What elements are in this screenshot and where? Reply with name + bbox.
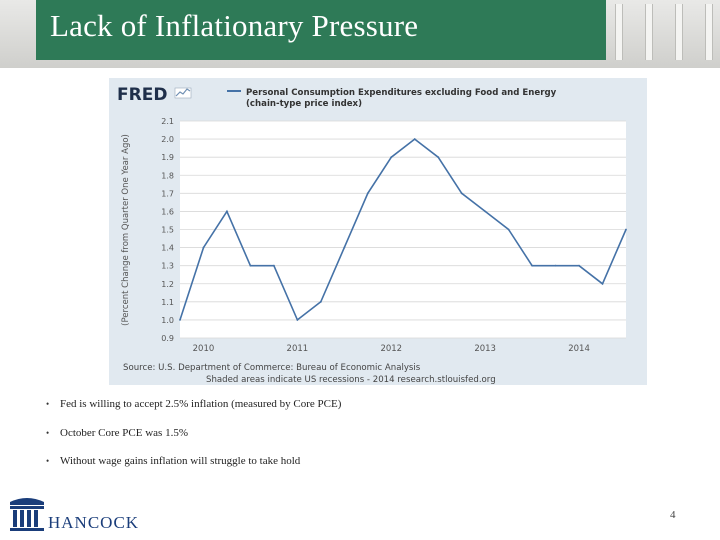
data-point (296, 319, 299, 321)
column-decoration (615, 4, 623, 60)
bullet-item: • Without wage gains inflation will strug… (46, 455, 300, 467)
column-decoration (645, 4, 653, 60)
x-tick-label: 2011 (287, 344, 309, 354)
y-tick-label: 2.0 (161, 135, 174, 144)
bullet-text: October Core PCE was 1.5% (60, 427, 189, 439)
slide-title: Lack of Inflationary Pressure (50, 8, 419, 43)
column-decoration (705, 4, 713, 60)
data-point (272, 264, 275, 267)
bullet-icon: • (46, 399, 50, 409)
data-point (601, 282, 604, 285)
y-tick-label: 1.2 (161, 280, 174, 289)
data-point (484, 210, 487, 213)
x-tick-label: 2010 (193, 344, 215, 354)
data-point (202, 246, 205, 249)
y-tick-label: 1.8 (161, 171, 174, 180)
x-tick-labels: 2010 2011 2012 2013 2014 (193, 344, 590, 354)
y-axis-label: (Percent Change from Quarter One Year Ag… (121, 134, 131, 326)
y-tick-label: 1.9 (161, 153, 174, 162)
data-point (226, 210, 228, 213)
y-tick-label: 1.4 (161, 244, 174, 253)
brand-name: HANCOCK (48, 513, 140, 532)
series-line-core-pce (179, 138, 627, 322)
y-tick-label: 1.7 (161, 189, 174, 198)
bullet-item: • Fed is willing to accept 2.5% inflation… (46, 398, 341, 410)
bullet-icon: • (46, 428, 50, 438)
y-tick-label: 1.1 (161, 298, 174, 307)
y-tick-label: 2.1 (161, 117, 174, 126)
data-point (625, 228, 627, 231)
chart-title-line2: (chain-type price index) (246, 99, 362, 109)
fred-logo-graph-icon (174, 87, 192, 99)
data-point (578, 264, 580, 267)
fred-logo: FRED (117, 85, 167, 105)
data-point (249, 264, 252, 267)
y-tick-labels: 0.9 1.0 1.1 1.2 1.3 1.4 1.5 1.6 1.7 1.8 1.9 2.0 2.1 (161, 117, 174, 343)
y-tick-label: 1.6 (161, 207, 174, 216)
title-bar: Lack of Inflationary Pressure (36, 0, 606, 60)
data-point (413, 138, 416, 140)
data-point (460, 192, 463, 195)
chart-source: Source: U.S. Department of Commerce: Bur… (123, 363, 421, 373)
hancock-column-icon (8, 496, 46, 537)
data-point (343, 246, 346, 249)
data-point (437, 156, 440, 159)
data-point (531, 264, 534, 267)
fred-chart: FRED Personal Consumption Expenditures e… (109, 78, 647, 385)
data-point (390, 156, 393, 159)
chart-svg: FRED Personal Consumption Expenditures e… (117, 85, 627, 385)
series-points (179, 138, 627, 321)
data-point (319, 300, 322, 303)
column-decoration (675, 4, 683, 60)
chart-title-line1: Personal Consumption Expenditures exclud… (246, 88, 557, 98)
bullet-item: • October Core PCE was 1.5% (46, 427, 188, 439)
data-point (507, 228, 510, 231)
chart-note: Shaded areas indicate US recessions - 20… (206, 375, 496, 385)
y-tick-label: 1.0 (161, 316, 174, 325)
data-point (366, 192, 369, 195)
x-tick-label: 2013 (474, 344, 496, 354)
y-tick-label: 1.5 (161, 226, 174, 235)
page-number: 4 (670, 509, 676, 521)
y-tick-label: 1.3 (161, 262, 174, 271)
data-point (554, 264, 557, 267)
y-tick-label: 0.9 (161, 334, 174, 343)
x-tick-label: 2014 (568, 344, 590, 354)
bullet-icon: • (46, 456, 50, 466)
bullet-text: Fed is willing to accept 2.5% inflation … (60, 398, 342, 410)
x-tick-label: 2012 (380, 344, 402, 354)
data-point (179, 319, 181, 321)
bullet-text: Without wage gains inflation will strugg… (60, 455, 301, 467)
